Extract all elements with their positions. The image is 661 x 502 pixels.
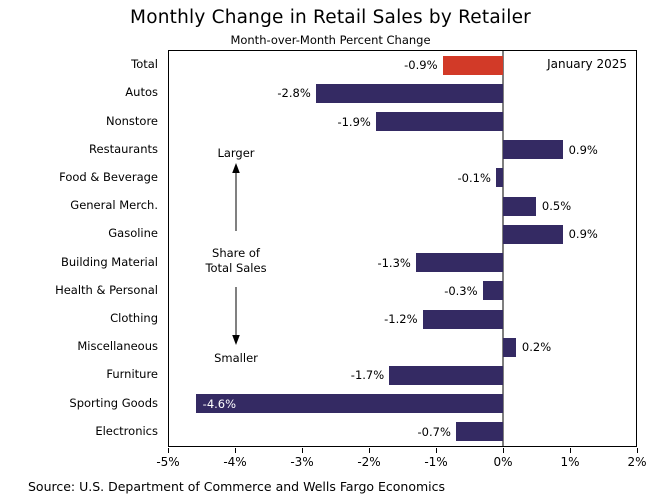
category-label: Clothing (110, 311, 158, 326)
value-label: -4.6% (202, 396, 237, 411)
x-axis-tick (301, 448, 303, 453)
category-label: Gasoline (108, 226, 158, 241)
x-axis-tick-label: 2% (627, 455, 647, 469)
annotation-share-of-total-sales: Share of Total Sales (186, 246, 286, 276)
bar (502, 337, 516, 357)
annotation-larger: Larger (217, 146, 255, 160)
category-label: Total (131, 57, 158, 72)
value-label: 0.5% (541, 199, 572, 214)
bar (389, 365, 503, 385)
x-axis-tick (502, 448, 504, 453)
x-axis-tick-label: 1% (560, 455, 580, 469)
bar (482, 281, 503, 301)
bar (502, 196, 536, 216)
value-label: -0.3% (444, 283, 478, 298)
date-annotation: January 2025 (547, 57, 627, 71)
x-axis-tick (368, 448, 370, 453)
bar (415, 253, 503, 273)
value-label: -0.9% (404, 58, 438, 73)
value-label: -0.7% (417, 424, 451, 439)
category-label: Health & Personal (55, 282, 158, 297)
bar (422, 309, 503, 329)
category-label: Building Material (60, 254, 158, 269)
value-label: 0.2% (521, 340, 552, 355)
category-label: Furniture (106, 367, 158, 382)
bar (315, 83, 503, 103)
bar (502, 224, 563, 244)
annotation-share-line2: Total Sales (205, 261, 267, 275)
arrow-down-icon (232, 335, 240, 345)
bar-total-highlight (442, 55, 503, 75)
x-axis-tick-label: -4% (223, 455, 247, 469)
x-axis-tick-label: -2% (357, 455, 381, 469)
category-label: General Merch. (70, 198, 158, 213)
category-label: Restaurants (89, 141, 158, 156)
zero-baseline (501, 51, 504, 446)
x-axis-tick (569, 448, 571, 453)
value-label: -1.9% (337, 114, 371, 129)
category-label: Electronics (95, 423, 158, 438)
category-label: Food & Beverage (59, 169, 158, 184)
category-label: Autos (125, 85, 158, 100)
value-label: -2.8% (277, 86, 311, 101)
bar (502, 140, 563, 160)
x-axis-tick (435, 448, 437, 453)
value-label: 0.9% (568, 142, 598, 157)
category-label: Miscellaneous (77, 339, 158, 354)
bar (375, 112, 503, 132)
share-axis-arrows (232, 163, 240, 345)
source-note: Source: U.S. Department of Commerce and … (28, 479, 446, 494)
bar (195, 394, 503, 414)
x-axis-tick (636, 448, 638, 453)
bar (455, 422, 503, 442)
bar (495, 168, 503, 188)
annotation-smaller: Smaller (214, 351, 258, 365)
value-label: 0.9% (568, 227, 598, 242)
chart-subtitle: Month-over-Month Percent Change (230, 33, 431, 47)
value-label: -0.1% (457, 170, 491, 185)
x-axis-tick (167, 448, 169, 453)
value-label: -1.7% (350, 368, 385, 383)
plot-area: Larger Share of Total Sales Smaller Janu… (168, 50, 637, 447)
x-axis-tick-label: -3% (290, 455, 314, 469)
value-label: -1.2% (384, 312, 418, 327)
x-axis-tick-label: -1% (424, 455, 448, 469)
arrow-up-icon (232, 163, 240, 173)
annotation-share-line1: Share of (212, 246, 260, 260)
x-axis-tick (234, 448, 236, 453)
chart-title: Monthly Change in Retail Sales by Retail… (130, 7, 531, 28)
category-label: Nonstore (105, 113, 158, 128)
x-axis-tick-label: -5% (156, 455, 180, 469)
category-label: Sporting Goods (69, 395, 158, 410)
value-label: -1.3% (377, 255, 411, 270)
x-axis-tick-label: 0% (493, 455, 513, 469)
